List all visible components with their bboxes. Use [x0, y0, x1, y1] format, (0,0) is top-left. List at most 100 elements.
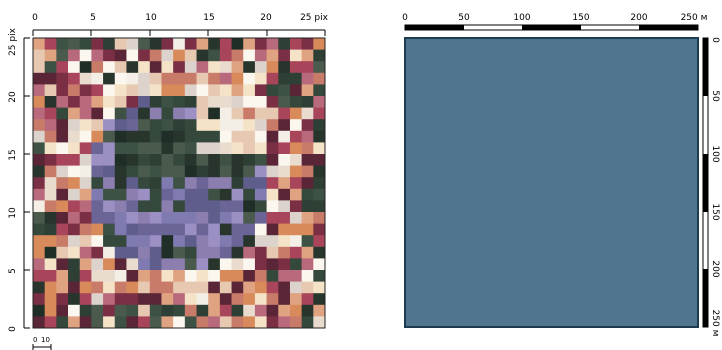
mosaic-pixel [278, 142, 291, 155]
mosaic-pixel [161, 200, 174, 213]
map-x-tick-label: 50 [458, 13, 470, 23]
mosaic-pixel [184, 165, 197, 178]
mosaic-pixel [103, 293, 116, 306]
mosaic-pixel [149, 258, 162, 271]
mosaic-pixel [243, 223, 256, 236]
mosaic-pixel [138, 281, 151, 294]
map-y-tick-label: 150 [710, 203, 720, 220]
mosaic-pixel [161, 304, 174, 317]
pixel-x-tick-label: 25 pix [300, 13, 329, 23]
mosaic-pixel [33, 188, 46, 201]
mosaic-pixel [196, 223, 209, 236]
mosaic-pixel [161, 270, 174, 282]
mosaic-pixel [219, 258, 232, 271]
mosaic-pixel [173, 84, 186, 97]
mosaic-pixel [126, 304, 139, 317]
mosaic-pixel [184, 142, 197, 155]
mosaic-pixel [126, 281, 139, 294]
mosaic-pixel [254, 304, 267, 317]
mosaic-pixel [56, 119, 69, 132]
mosaic-pixel [114, 61, 127, 74]
map-view-area[interactable] [404, 37, 699, 328]
mosaic-pixel [68, 258, 81, 271]
mosaic-pixel [301, 61, 314, 74]
mosaic-pixel [79, 61, 92, 74]
mosaic-pixel [173, 130, 186, 143]
mosaic-pixel [278, 223, 291, 236]
mosaic-pixel [103, 270, 116, 282]
mosaic-pixel [68, 246, 81, 259]
mosaic-pixel [231, 130, 244, 143]
mosaic-pixel [266, 223, 279, 236]
mosaic-pixel [173, 270, 186, 282]
mosaic-pixel [56, 304, 69, 317]
mosaic-pixel [138, 96, 151, 108]
mosaic-pixel [254, 246, 267, 259]
mosaic-pixel [138, 188, 151, 201]
mosaic-pixel [301, 154, 314, 166]
mosaic-pixel [313, 212, 326, 224]
mosaic-pixel [79, 49, 92, 62]
mosaic-pixel [68, 49, 81, 62]
mosaic-pixel [289, 188, 303, 201]
mosaic-pixel [289, 304, 303, 317]
mosaic-pixel [173, 154, 186, 166]
map-x-tick-label: 250 м [681, 13, 708, 23]
mosaic-pixel [33, 270, 46, 282]
mosaic-pixel [289, 212, 303, 224]
mosaic-pixel [149, 304, 162, 317]
pixel-y-tick-label: 20 [8, 91, 18, 103]
mosaic-pixel [138, 49, 151, 62]
mosaic-pixel [44, 177, 57, 190]
mosaic-pixel [173, 142, 186, 155]
mosaic-pixel [79, 258, 92, 271]
mosaic-pixel [149, 119, 162, 132]
mosaic-pixel [278, 212, 291, 224]
mosaic-pixel [196, 84, 209, 97]
mosaic-pixel [243, 84, 256, 97]
mosaic-pixel [313, 200, 326, 213]
map-x-scale-segment [405, 25, 464, 30]
mosaic-pixel [126, 49, 139, 62]
mosaic-pixel [266, 119, 279, 132]
mosaic-pixel [56, 142, 69, 155]
mosaic-pixel [208, 49, 221, 62]
mosaic-pixel [68, 188, 81, 201]
mosaic-pixel [301, 119, 314, 132]
mosaic-pixel [208, 293, 221, 306]
mosaic-pixel [313, 235, 326, 248]
mosaic-pixel [161, 212, 174, 224]
mosaic-pixel [254, 200, 267, 213]
mosaic-pixel [91, 223, 104, 236]
mosaic-pixel [103, 84, 116, 97]
mosaic-pixel [126, 188, 139, 201]
mosaic-pixel [138, 270, 151, 282]
mosaic-pixel [278, 304, 291, 317]
mosaic-pixel [161, 281, 174, 294]
mosaic-pixel [44, 84, 57, 97]
map-y-scale-segment [703, 154, 708, 212]
mosaic-pixel [44, 293, 57, 306]
mosaic-pixel [278, 61, 291, 74]
mosaic-pixel [278, 258, 291, 271]
mosaic-pixel [219, 212, 232, 224]
mosaic-pixel [91, 96, 104, 108]
mosaic-pixel [231, 177, 244, 190]
mosaic-pixel [254, 142, 267, 155]
mosaic-pixel [196, 316, 209, 329]
mosaic-pixel [173, 119, 186, 132]
mosaic-pixel [313, 107, 326, 120]
mosaic-pixel [313, 38, 326, 50]
mosaic-pixel [173, 165, 186, 178]
mosaic-pixel [161, 130, 174, 143]
mosaic-pixel [266, 49, 279, 62]
mosaic-pixel [301, 246, 314, 259]
map-y-scale-segment [703, 38, 708, 96]
mosaic-pixel [243, 235, 256, 248]
mosaic-pixel [208, 258, 221, 271]
mosaic-pixel [184, 246, 197, 259]
mosaic-pixel [196, 107, 209, 120]
mosaic-pixel [138, 61, 151, 74]
mosaic-pixel [219, 223, 232, 236]
